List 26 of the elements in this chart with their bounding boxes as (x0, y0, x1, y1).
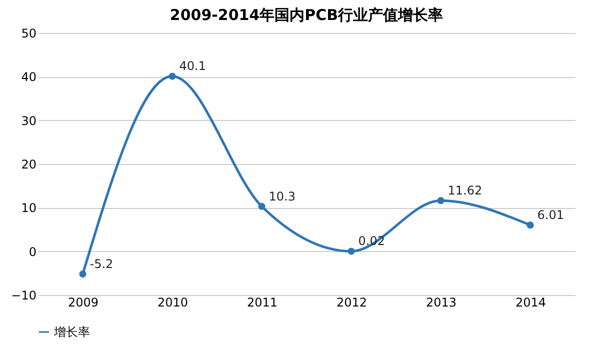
y-tick-label: 40 (21, 70, 36, 84)
data-label: 6.01 (537, 208, 564, 222)
point (437, 197, 444, 204)
y-tick-label: 0 (28, 244, 36, 259)
x-tick-label: 2011 (246, 296, 278, 310)
point (348, 248, 355, 255)
y-tick-label: −10 (11, 288, 36, 302)
y-tick-label: 20 (21, 158, 36, 172)
x-tick-label: 2014 (515, 296, 546, 310)
data-label: 11.62 (448, 184, 482, 198)
x-tick-label: 2009 (68, 296, 99, 310)
y-tick-label: 10 (21, 201, 36, 216)
y-tick-label: 30 (21, 114, 36, 128)
y-tick-label: 50 (21, 26, 36, 40)
point (79, 270, 86, 278)
x-tick-label: 2012 (336, 296, 368, 310)
x-tick-label: 2013 (426, 296, 457, 310)
data-label: -5.2 (90, 257, 114, 272)
chart-title: 2009-2014年国内PCB行业产值增长率 (170, 6, 444, 24)
x-tick-label: 2010 (157, 296, 188, 310)
point (526, 222, 534, 229)
data-label: 40.1 (179, 59, 206, 74)
point (258, 202, 266, 210)
point (168, 72, 176, 80)
legend-label: 增长率 (53, 325, 90, 339)
data-label: 10.3 (268, 189, 296, 204)
